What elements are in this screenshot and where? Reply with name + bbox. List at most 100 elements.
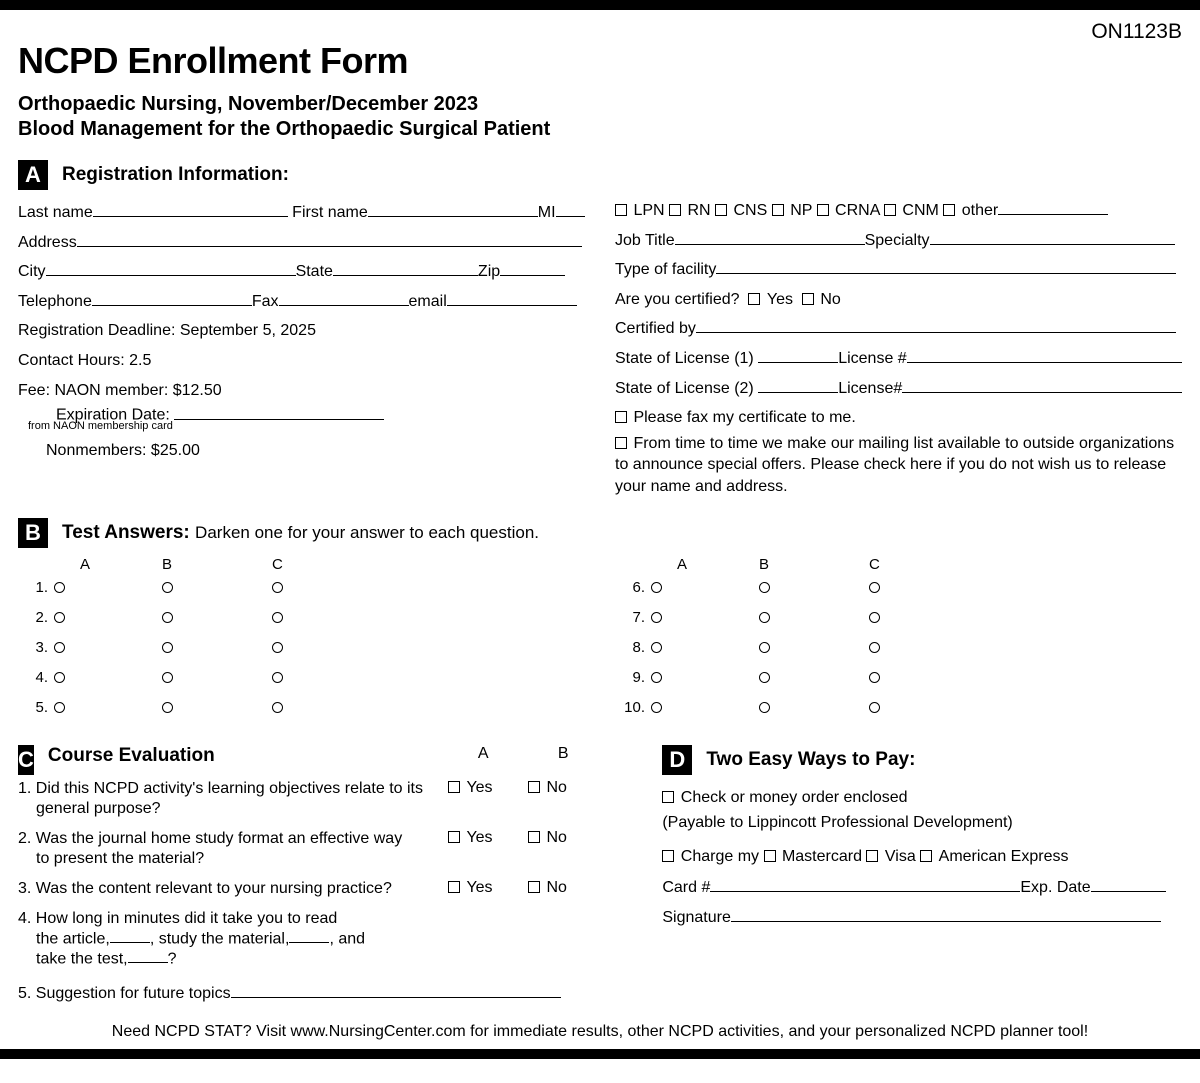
field-lic2num[interactable] <box>902 378 1182 392</box>
answer-option-a[interactable] <box>54 702 65 713</box>
field-email[interactable] <box>447 291 577 305</box>
line-lic1: State of License (1) License # <box>615 344 1182 374</box>
lbl-lpn: LPN <box>633 202 664 219</box>
field-sig[interactable] <box>731 908 1161 922</box>
answer-option-c[interactable] <box>869 702 880 713</box>
answer-option-c[interactable] <box>272 672 283 683</box>
answer-option-c[interactable] <box>869 642 880 653</box>
answer-option-b[interactable] <box>162 582 173 593</box>
chk-mailing[interactable] <box>615 437 627 449</box>
answer-option-c[interactable] <box>272 702 283 713</box>
answer-option-c[interactable] <box>272 642 283 653</box>
chk-np[interactable] <box>772 204 784 216</box>
field-q4-article[interactable] <box>110 929 150 943</box>
lbl-check: Check or money order enclosed <box>681 789 908 806</box>
field-mi[interactable] <box>556 203 585 217</box>
answer-option-b[interactable] <box>759 702 770 713</box>
answer-option-a[interactable] <box>54 612 65 623</box>
section-d-title: Two Easy Ways to Pay: <box>706 749 915 771</box>
hdr-b2: B <box>759 556 869 573</box>
lbl-faxcert: Please fax my certificate to me. <box>633 409 855 426</box>
answer-option-c[interactable] <box>869 582 880 593</box>
field-lic1num[interactable] <box>907 349 1182 363</box>
eval-q2: 2. Was the journal home study format an … <box>18 829 592 869</box>
field-cardnum[interactable] <box>710 877 1020 891</box>
answer-option-a[interactable] <box>651 642 662 653</box>
field-q4-test[interactable] <box>128 949 168 963</box>
answer-option-a[interactable] <box>651 672 662 683</box>
chk-mc[interactable] <box>764 850 776 862</box>
chk-rn[interactable] <box>669 204 681 216</box>
answer-option-c[interactable] <box>272 582 283 593</box>
field-expdate[interactable] <box>174 405 384 419</box>
chk-check[interactable] <box>662 791 674 803</box>
field-jobtitle[interactable] <box>675 230 865 244</box>
field-q5[interactable] <box>231 984 561 998</box>
field-lic1state[interactable] <box>758 349 838 363</box>
chk-charge[interactable] <box>662 850 674 862</box>
field-q4-study[interactable] <box>289 929 329 943</box>
field-specialty[interactable] <box>930 230 1175 244</box>
answer-row: 6. <box>615 573 1182 603</box>
q4c2: ? <box>168 950 177 967</box>
q3-yes[interactable] <box>448 881 460 893</box>
q1-no[interactable] <box>528 781 540 793</box>
answer-num: 5. <box>18 699 52 716</box>
answer-option-b[interactable] <box>162 672 173 683</box>
lbl-lic1a: State of License (1) <box>615 350 754 367</box>
q1-no-lbl: No <box>546 779 566 796</box>
field-tel[interactable] <box>92 291 252 305</box>
field-lastname[interactable] <box>93 203 288 217</box>
answer-option-a[interactable] <box>54 582 65 593</box>
field-fax[interactable] <box>279 291 409 305</box>
lbl-city: City <box>18 263 46 280</box>
answer-option-a[interactable] <box>651 582 662 593</box>
chk-cns[interactable] <box>715 204 727 216</box>
field-facility[interactable] <box>716 260 1176 274</box>
field-firstname[interactable] <box>368 203 538 217</box>
answer-num: 6. <box>615 579 649 596</box>
answer-option-b[interactable] <box>759 642 770 653</box>
q1-yes-lbl: Yes <box>466 779 492 796</box>
answer-option-b[interactable] <box>162 642 173 653</box>
section-b-instruction: Darken one for your answer to each quest… <box>195 523 539 542</box>
line-lic2: State of License (2) License# <box>615 374 1182 404</box>
field-state[interactable] <box>333 262 478 276</box>
answer-option-b[interactable] <box>759 582 770 593</box>
chk-other[interactable] <box>943 204 955 216</box>
answer-option-c[interactable] <box>869 672 880 683</box>
chk-cnm[interactable] <box>884 204 896 216</box>
chk-visa[interactable] <box>866 850 878 862</box>
field-city[interactable] <box>46 262 296 276</box>
q2-no[interactable] <box>528 831 540 843</box>
chk-amex[interactable] <box>920 850 932 862</box>
field-exp[interactable] <box>1091 877 1166 891</box>
answer-row: 4. <box>18 663 585 693</box>
lbl-facility: Type of facility <box>615 261 716 278</box>
q2-yes[interactable] <box>448 831 460 843</box>
answer-option-b[interactable] <box>759 672 770 683</box>
answers-left: A B C 1.2.3.4.5. <box>18 556 585 723</box>
answer-option-c[interactable] <box>272 612 283 623</box>
field-lic2state[interactable] <box>758 378 838 392</box>
field-address[interactable] <box>77 232 582 246</box>
chk-crna[interactable] <box>817 204 829 216</box>
answer-option-a[interactable] <box>651 702 662 713</box>
field-certby[interactable] <box>696 319 1176 333</box>
answer-option-b[interactable] <box>162 702 173 713</box>
q1-yes[interactable] <box>448 781 460 793</box>
hdr-c: C <box>272 556 382 573</box>
field-other[interactable] <box>998 201 1108 215</box>
answer-option-c[interactable] <box>869 612 880 623</box>
chk-cert-yes[interactable] <box>748 293 760 305</box>
chk-cert-no[interactable] <box>802 293 814 305</box>
field-zip[interactable] <box>500 262 565 276</box>
answer-option-a[interactable] <box>651 612 662 623</box>
chk-faxcert[interactable] <box>615 411 627 423</box>
answer-option-b[interactable] <box>759 612 770 623</box>
answer-option-b[interactable] <box>162 612 173 623</box>
chk-lpn[interactable] <box>615 204 627 216</box>
answer-option-a[interactable] <box>54 672 65 683</box>
q3-no[interactable] <box>528 881 540 893</box>
answer-option-a[interactable] <box>54 642 65 653</box>
